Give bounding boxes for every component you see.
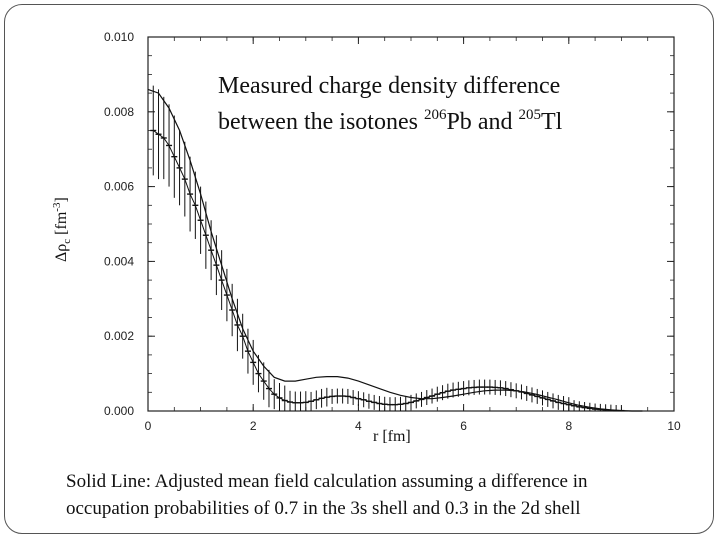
y-tick-label: 0.010 [104, 30, 134, 44]
x-tick-label: 6 [460, 419, 467, 433]
chart-title-line2: between the isotones 206Pb and 205Tl [218, 107, 563, 135]
x-tick-label: 10 [667, 419, 681, 433]
y-tick-label: 0.008 [104, 105, 134, 119]
caption-line-1: Solid Line: Adjusted mean field calculat… [66, 471, 588, 492]
y-tick-label: 0.000 [104, 404, 134, 418]
measurement-markers [150, 129, 625, 412]
ylabel-sub: c [61, 239, 73, 244]
x-tick-label: 4 [355, 419, 362, 433]
slide-frame [4, 4, 714, 534]
ylabel-close: ] [53, 197, 70, 202]
ylabel-exp: -3 [51, 202, 63, 212]
x-tick-label: 8 [565, 419, 572, 433]
series-line-calculation [147, 88, 643, 412]
x-axis-label: r [fm] [373, 428, 411, 445]
y-tick-label: 0.004 [104, 254, 134, 268]
title-prefix: between the isotones [218, 109, 424, 135]
title-iso1-mass: 206 [424, 107, 447, 123]
ylabel-symbol: Δρ [53, 244, 70, 262]
title-iso2-symbol: Tl [541, 109, 563, 135]
y-axis-label: Δρc [fm-3] [51, 197, 73, 262]
title-iso1-symbol: Pb [446, 109, 471, 135]
caption-line-2: occupation probabilities of 0.7 in the 3… [66, 498, 581, 519]
title-iso2-mass: 205 [518, 107, 541, 123]
x-tick-label: 2 [250, 419, 257, 433]
slide-caption: Solid Line: Adjusted mean field calculat… [66, 468, 686, 522]
y-tick-labels: 0.000 0.002 0.004 0.006 0.008 0.010 [104, 30, 134, 418]
title-and: and [472, 109, 519, 135]
ylabel-unit: [fm [53, 211, 70, 239]
chart-title-line1: Measured charge density difference [218, 73, 560, 99]
y-tick-label: 0.002 [104, 329, 134, 343]
x-tick-labels: 0 2 4 6 8 10 [145, 419, 681, 433]
y-tick-label: 0.006 [104, 180, 134, 194]
x-tick-label: 0 [145, 419, 152, 433]
